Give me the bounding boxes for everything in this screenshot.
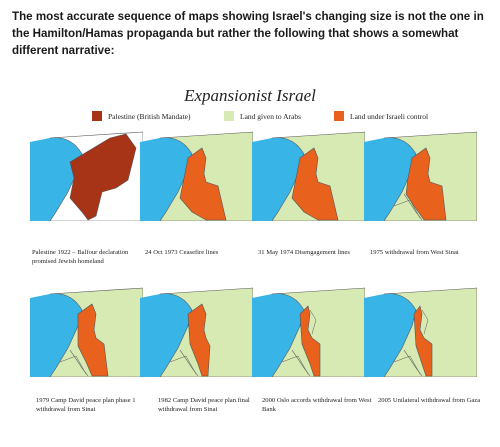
map-1975 [364,128,477,221]
map-1979 [30,284,143,377]
intro-text: The most accurate sequence of maps showi… [12,10,484,57]
map-1979-svg [30,287,143,377]
figure-title: Expansionist Israel [184,86,316,105]
map-1973 [140,128,253,221]
legend-label-arab: Land given to Arabs [240,111,302,121]
map-2005 [364,284,477,377]
map-1975-israeli-territory [405,147,447,221]
map-2000-sinai-line-2 [281,355,309,375]
legend-item-mandate: Palestine (British Mandate) [92,111,190,121]
map-1974-svg [252,131,365,221]
map-1973-sea [140,137,192,221]
map-2000-sea [252,293,304,377]
map-1922-sea [30,137,82,221]
map-1982-sinai-line-2 [169,355,197,375]
map-1922-mandate-territory [69,133,137,221]
legend-item-israel: Land under Israeli control [334,111,428,121]
map-1922 [30,128,143,221]
map-2005-svg [364,287,477,377]
map-1973-israeli-territory [179,147,227,221]
map-1975-svg [364,131,477,221]
map-1975-sea [364,137,416,221]
caption-2005: 2005 Unilateral withdrawal from Gaza [378,397,481,404]
map-1982-sea [140,293,192,377]
map-2005-sea [364,293,416,377]
map-1974-sea [252,137,304,221]
map-1982-svg [140,287,253,377]
map-1979-israeli-territory [77,303,109,377]
caption-2000: 2000 Oslo accords withdrawal from West B… [262,397,372,413]
map-2005-west-bank-line [421,309,429,335]
map-2005-sinai-line-2 [393,355,421,375]
map-2005-sinai-line [403,349,423,377]
caption-1974: 31 May 1974 Disengagement lines [258,249,350,256]
legend-item-arab: Land given to Arabs [224,111,301,121]
map-2000-west-bank-line [309,309,317,335]
map-1974 [252,128,365,221]
map-1979-sea [30,293,82,377]
map-1973-svg [140,131,253,221]
map-1975-sinai-line-2 [393,199,421,219]
map-2000 [252,284,365,377]
map-2000-sinai-line [291,349,311,377]
map-1974-israeli-territory [291,147,339,221]
legend-label-mandate: Palestine (British Mandate) [108,111,191,121]
legend-swatch-arab [224,111,234,121]
caption-1982: 1982 Camp David peace plan final withdra… [158,397,250,413]
caption-1979: 1979 Camp David peace plan phase 1 withd… [36,397,136,413]
map-2000-israeli-territory [299,305,321,377]
map-2005-israeli-territory [413,305,433,377]
map-1979-sinai-line-2 [59,355,87,375]
map-2000-svg [252,287,365,377]
map-1922-svg [30,131,143,221]
legend-label-israel: Land under Israeli control [350,111,429,121]
map-1975-sinai-line [403,193,423,221]
legend-swatch-mandate [92,111,102,121]
caption-1922: Palestine 1922 – Balfour declaration pro… [32,249,129,265]
legend-swatch-israel [334,111,344,121]
map-1982-sinai-line [179,349,199,377]
map-1982 [140,284,253,377]
map-1982-israeli-territory [187,303,211,377]
map-1979-sinai-line [69,349,89,377]
legend: Palestine (British Mandate) Land given t… [0,111,500,125]
caption-1973: 24 Oct 1973 Ceasefire lines [145,249,219,256]
caption-1975: 1975 withdrawal from West Sinai [370,249,459,256]
